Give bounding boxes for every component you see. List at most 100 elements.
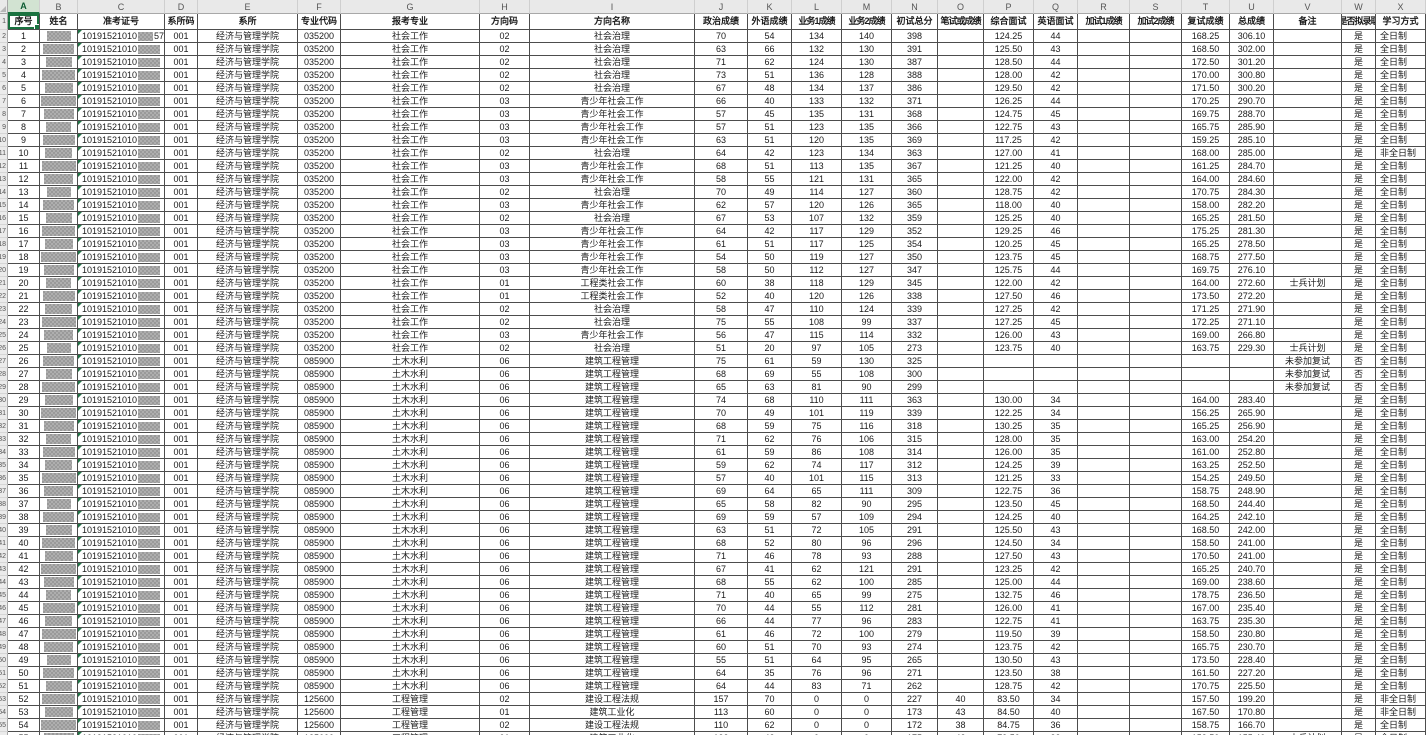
cell-major[interactable]: 土木水利: [341, 589, 480, 602]
cell-politics-score[interactable]: 56: [695, 329, 748, 342]
cell-english-interview[interactable]: 44: [1034, 264, 1078, 277]
cell-english-interview[interactable]: 34: [1034, 693, 1078, 706]
cell-retest-score[interactable]: 164.00: [1182, 277, 1230, 290]
row-number-33[interactable]: 33: [0, 433, 8, 446]
cell-study-mode[interactable]: 全日制: [1376, 160, 1426, 173]
cell-business1-score[interactable]: 83: [792, 680, 842, 693]
cell-business2-score[interactable]: 96: [842, 615, 892, 628]
cell-business2-score[interactable]: 140: [842, 30, 892, 43]
cell-retest-score[interactable]: 163.75: [1182, 615, 1230, 628]
cell-foreign-score[interactable]: 47: [748, 329, 792, 342]
row-number-16[interactable]: 16: [0, 212, 8, 225]
header-direction-name[interactable]: 方向名称: [530, 14, 695, 30]
cell-english-interview[interactable]: 43: [1034, 550, 1078, 563]
cell-direction-name[interactable]: 建筑工程管理: [530, 511, 695, 524]
cell-initial-total[interactable]: 339: [892, 303, 938, 316]
cell-politics-score[interactable]: 71: [695, 589, 748, 602]
cell-seq[interactable]: 49: [8, 654, 40, 667]
cell-major-code[interactable]: 125600: [298, 732, 341, 735]
cell-admitted[interactable]: 是: [1342, 225, 1376, 238]
cell-total-score[interactable]: 244.40: [1230, 498, 1274, 511]
cell-dept[interactable]: 经济与管理学院: [198, 459, 298, 472]
cell-remark[interactable]: [1274, 615, 1342, 628]
cell-foreign-score[interactable]: 68: [748, 394, 792, 407]
cell-extra2-score[interactable]: [1130, 537, 1182, 550]
cell-comprehensive-interview[interactable]: 125.50: [984, 43, 1034, 56]
row-number-18[interactable]: 18: [0, 238, 8, 251]
cell-total-score[interactable]: 241.00: [1230, 537, 1274, 550]
cell-major[interactable]: 土木水利: [341, 602, 480, 615]
cell-major-code[interactable]: 035200: [298, 342, 341, 355]
cell-major[interactable]: 社会工作: [341, 82, 480, 95]
cell-dept-code[interactable]: 001: [165, 719, 198, 732]
cell-politics-score[interactable]: 157: [695, 693, 748, 706]
cell-direction-code[interactable]: 03: [480, 108, 530, 121]
cell-politics-score[interactable]: 63: [695, 524, 748, 537]
cell-comprehensive-interview[interactable]: 130.00: [984, 394, 1034, 407]
cell-business2-score[interactable]: 100: [842, 628, 892, 641]
cell-ticket[interactable]: 10191521010: [78, 563, 165, 576]
cell-comprehensive-interview[interactable]: 123.50: [984, 667, 1034, 680]
cell-total-score[interactable]: 166.70: [1230, 719, 1274, 732]
cell-extra1-score[interactable]: [1078, 251, 1130, 264]
cell-major[interactable]: 土木水利: [341, 511, 480, 524]
cell-dept-code[interactable]: 001: [165, 511, 198, 524]
cell-study-mode[interactable]: 全日制: [1376, 342, 1426, 355]
cell-foreign-score[interactable]: 44: [748, 680, 792, 693]
cell-comprehensive-interview[interactable]: 125.50: [984, 524, 1034, 537]
cell-dept-code[interactable]: 001: [165, 576, 198, 589]
cell-comprehensive-interview[interactable]: [984, 381, 1034, 394]
cell-politics-score[interactable]: 68: [695, 537, 748, 550]
column-header-P[interactable]: P: [984, 0, 1034, 14]
cell-comprehensive-interview[interactable]: 122.75: [984, 121, 1034, 134]
cell-direction-code[interactable]: 06: [480, 459, 530, 472]
cell-ticket[interactable]: 10191521010: [78, 82, 165, 95]
cell-business2-score[interactable]: 109: [842, 511, 892, 524]
column-header-D[interactable]: D: [165, 0, 198, 14]
cell-ticket[interactable]: 10191521010: [78, 121, 165, 134]
cell-total-score[interactable]: 230.70: [1230, 641, 1274, 654]
cell-direction-code[interactable]: 03: [480, 95, 530, 108]
cell-retest-score[interactable]: 169.75: [1182, 108, 1230, 121]
cell-foreign-score[interactable]: 49: [748, 186, 792, 199]
cell-direction-name[interactable]: 社会治理: [530, 56, 695, 69]
cell-direction-name[interactable]: 社会治理: [530, 69, 695, 82]
cell-direction-name[interactable]: 工程类社会工作: [530, 277, 695, 290]
cell-major[interactable]: 土木水利: [341, 680, 480, 693]
cell-direction-code[interactable]: 03: [480, 160, 530, 173]
cell-written-score[interactable]: [938, 589, 984, 602]
cell-comprehensive-interview[interactable]: 128.75: [984, 680, 1034, 693]
cell-business2-score[interactable]: 129: [842, 225, 892, 238]
cell-direction-name[interactable]: 建设工程法规: [530, 719, 695, 732]
cell-foreign-score[interactable]: 63: [748, 381, 792, 394]
cell-total-score[interactable]: 238.60: [1230, 576, 1274, 589]
header-ticket[interactable]: 准考证号: [78, 14, 165, 30]
cell-name[interactable]: [40, 498, 78, 511]
cell-business1-score[interactable]: 72: [792, 628, 842, 641]
cell-major-code[interactable]: 085900: [298, 446, 341, 459]
cell-total-score[interactable]: 248.90: [1230, 485, 1274, 498]
cell-business2-score[interactable]: 90: [842, 498, 892, 511]
cell-foreign-score[interactable]: 52: [748, 537, 792, 550]
cell-business1-score[interactable]: 123: [792, 147, 842, 160]
cell-retest-score[interactable]: 165.25: [1182, 420, 1230, 433]
cell-extra2-score[interactable]: [1130, 524, 1182, 537]
cell-english-interview[interactable]: 42: [1034, 186, 1078, 199]
cell-politics-score[interactable]: 66: [695, 615, 748, 628]
header-direction-code[interactable]: 方向码: [480, 14, 530, 30]
cell-remark[interactable]: [1274, 212, 1342, 225]
cell-seq[interactable]: 21: [8, 290, 40, 303]
cell-retest-score[interactable]: 171.50: [1182, 82, 1230, 95]
cell-comprehensive-interview[interactable]: 127.00: [984, 147, 1034, 160]
cell-direction-name[interactable]: 青少年社会工作: [530, 225, 695, 238]
cell-study-mode[interactable]: 全日制: [1376, 407, 1426, 420]
cell-admitted[interactable]: 是: [1342, 134, 1376, 147]
cell-business2-score[interactable]: 115: [842, 472, 892, 485]
cell-extra2-score[interactable]: [1130, 212, 1182, 225]
cell-direction-code[interactable]: 02: [480, 43, 530, 56]
cell-admitted[interactable]: 是: [1342, 264, 1376, 277]
cell-business2-score[interactable]: 116: [842, 420, 892, 433]
cell-politics-score[interactable]: 68: [695, 576, 748, 589]
cell-ticket[interactable]: 10191521010: [78, 173, 165, 186]
cell-business1-score[interactable]: 81: [792, 381, 842, 394]
